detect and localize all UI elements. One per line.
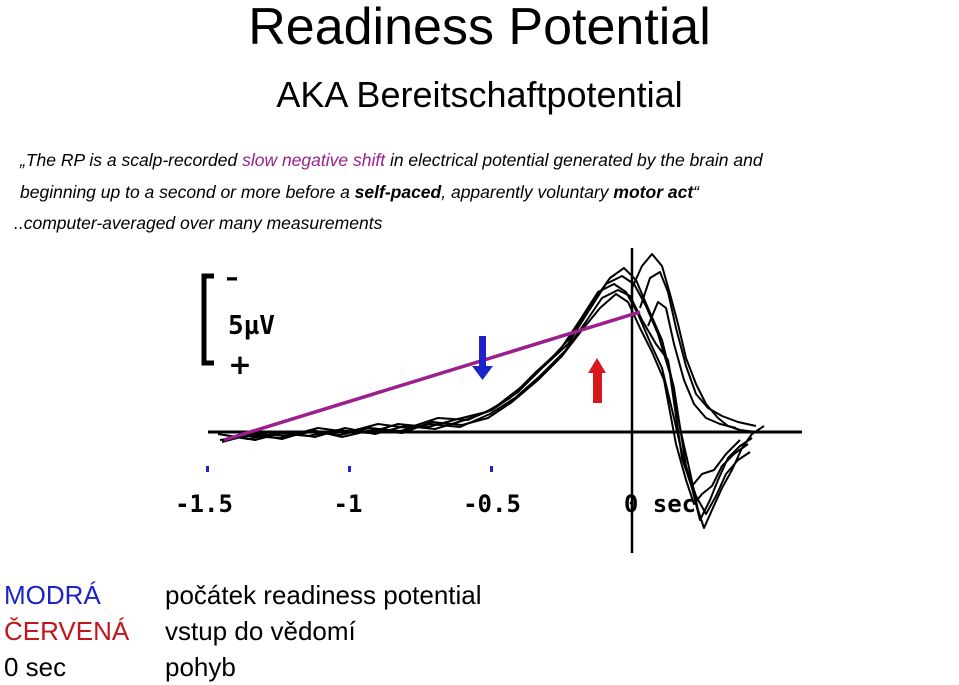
tick-label: -1.5	[175, 490, 233, 518]
tick-marks	[206, 466, 493, 472]
scale-bracket	[201, 273, 214, 366]
legend-value-blue: počátek readiness potential	[165, 580, 482, 610]
eeg-trace	[639, 271, 757, 427]
legend-value-red: vstup do vědomí	[165, 616, 356, 646]
tick-mark	[490, 466, 493, 472]
scale-plus: +	[228, 348, 251, 381]
blue-arrow-head	[472, 366, 493, 380]
highlight-motor-act: motor act	[613, 182, 694, 202]
quote-open-mark: „	[20, 150, 26, 170]
quote-line-3: ..computer-averaged over many measuremen…	[14, 213, 383, 233]
quote-text: , apparently voluntary	[441, 182, 614, 202]
quote-text: in electrical potential generated by the…	[385, 150, 763, 170]
eeg-trace	[217, 283, 741, 487]
trend-line	[223, 310, 641, 442]
quote-close-mark: “	[693, 182, 699, 202]
legend-key-red: ČERVENÁ	[4, 616, 130, 646]
page-subtitle: AKA Bereitschaftpotential	[276, 74, 683, 115]
highlight-self-paced: self-paced	[354, 182, 442, 202]
scale-label: 5µV	[228, 311, 275, 341]
red-arrow-head	[588, 358, 606, 373]
tick-label: -0.5	[463, 490, 521, 518]
tick-mark	[348, 466, 351, 472]
quote-line-1: „The RP is a scalp-recorded slow negativ…	[20, 148, 955, 172]
red-arrow-shaft	[593, 372, 602, 403]
scale-minus: –	[226, 263, 239, 293]
eeg-trace	[219, 289, 765, 529]
quote-text: beginning up to a second or more before …	[20, 182, 355, 202]
tick-mark	[206, 466, 209, 472]
quote-text: The RP is a scalp-recorded	[25, 150, 243, 170]
legend-value-zero: pohyb	[165, 652, 236, 682]
highlight-slow-negative-shift: slow negative shift	[242, 150, 386, 170]
eeg-figure: – 5µV + -1.5 -1 -0.5 0 sec	[175, 248, 802, 553]
blue-arrow-shaft	[479, 336, 486, 366]
quote-line-2: beginning up to a second or more before …	[20, 180, 955, 204]
legend-key-blue: MODRÁ	[4, 580, 101, 610]
blue-arrow-icon	[472, 336, 493, 380]
eeg-trace	[647, 301, 737, 429]
tick-label: -1	[334, 490, 363, 518]
legend-key-zero: 0 sec	[4, 652, 67, 682]
tick-label: 0 sec	[624, 490, 696, 518]
page-title: Readiness Potential	[248, 0, 711, 56]
eeg-trace	[224, 275, 753, 521]
eeg-traces	[217, 253, 765, 529]
red-arrow-icon	[588, 358, 606, 403]
